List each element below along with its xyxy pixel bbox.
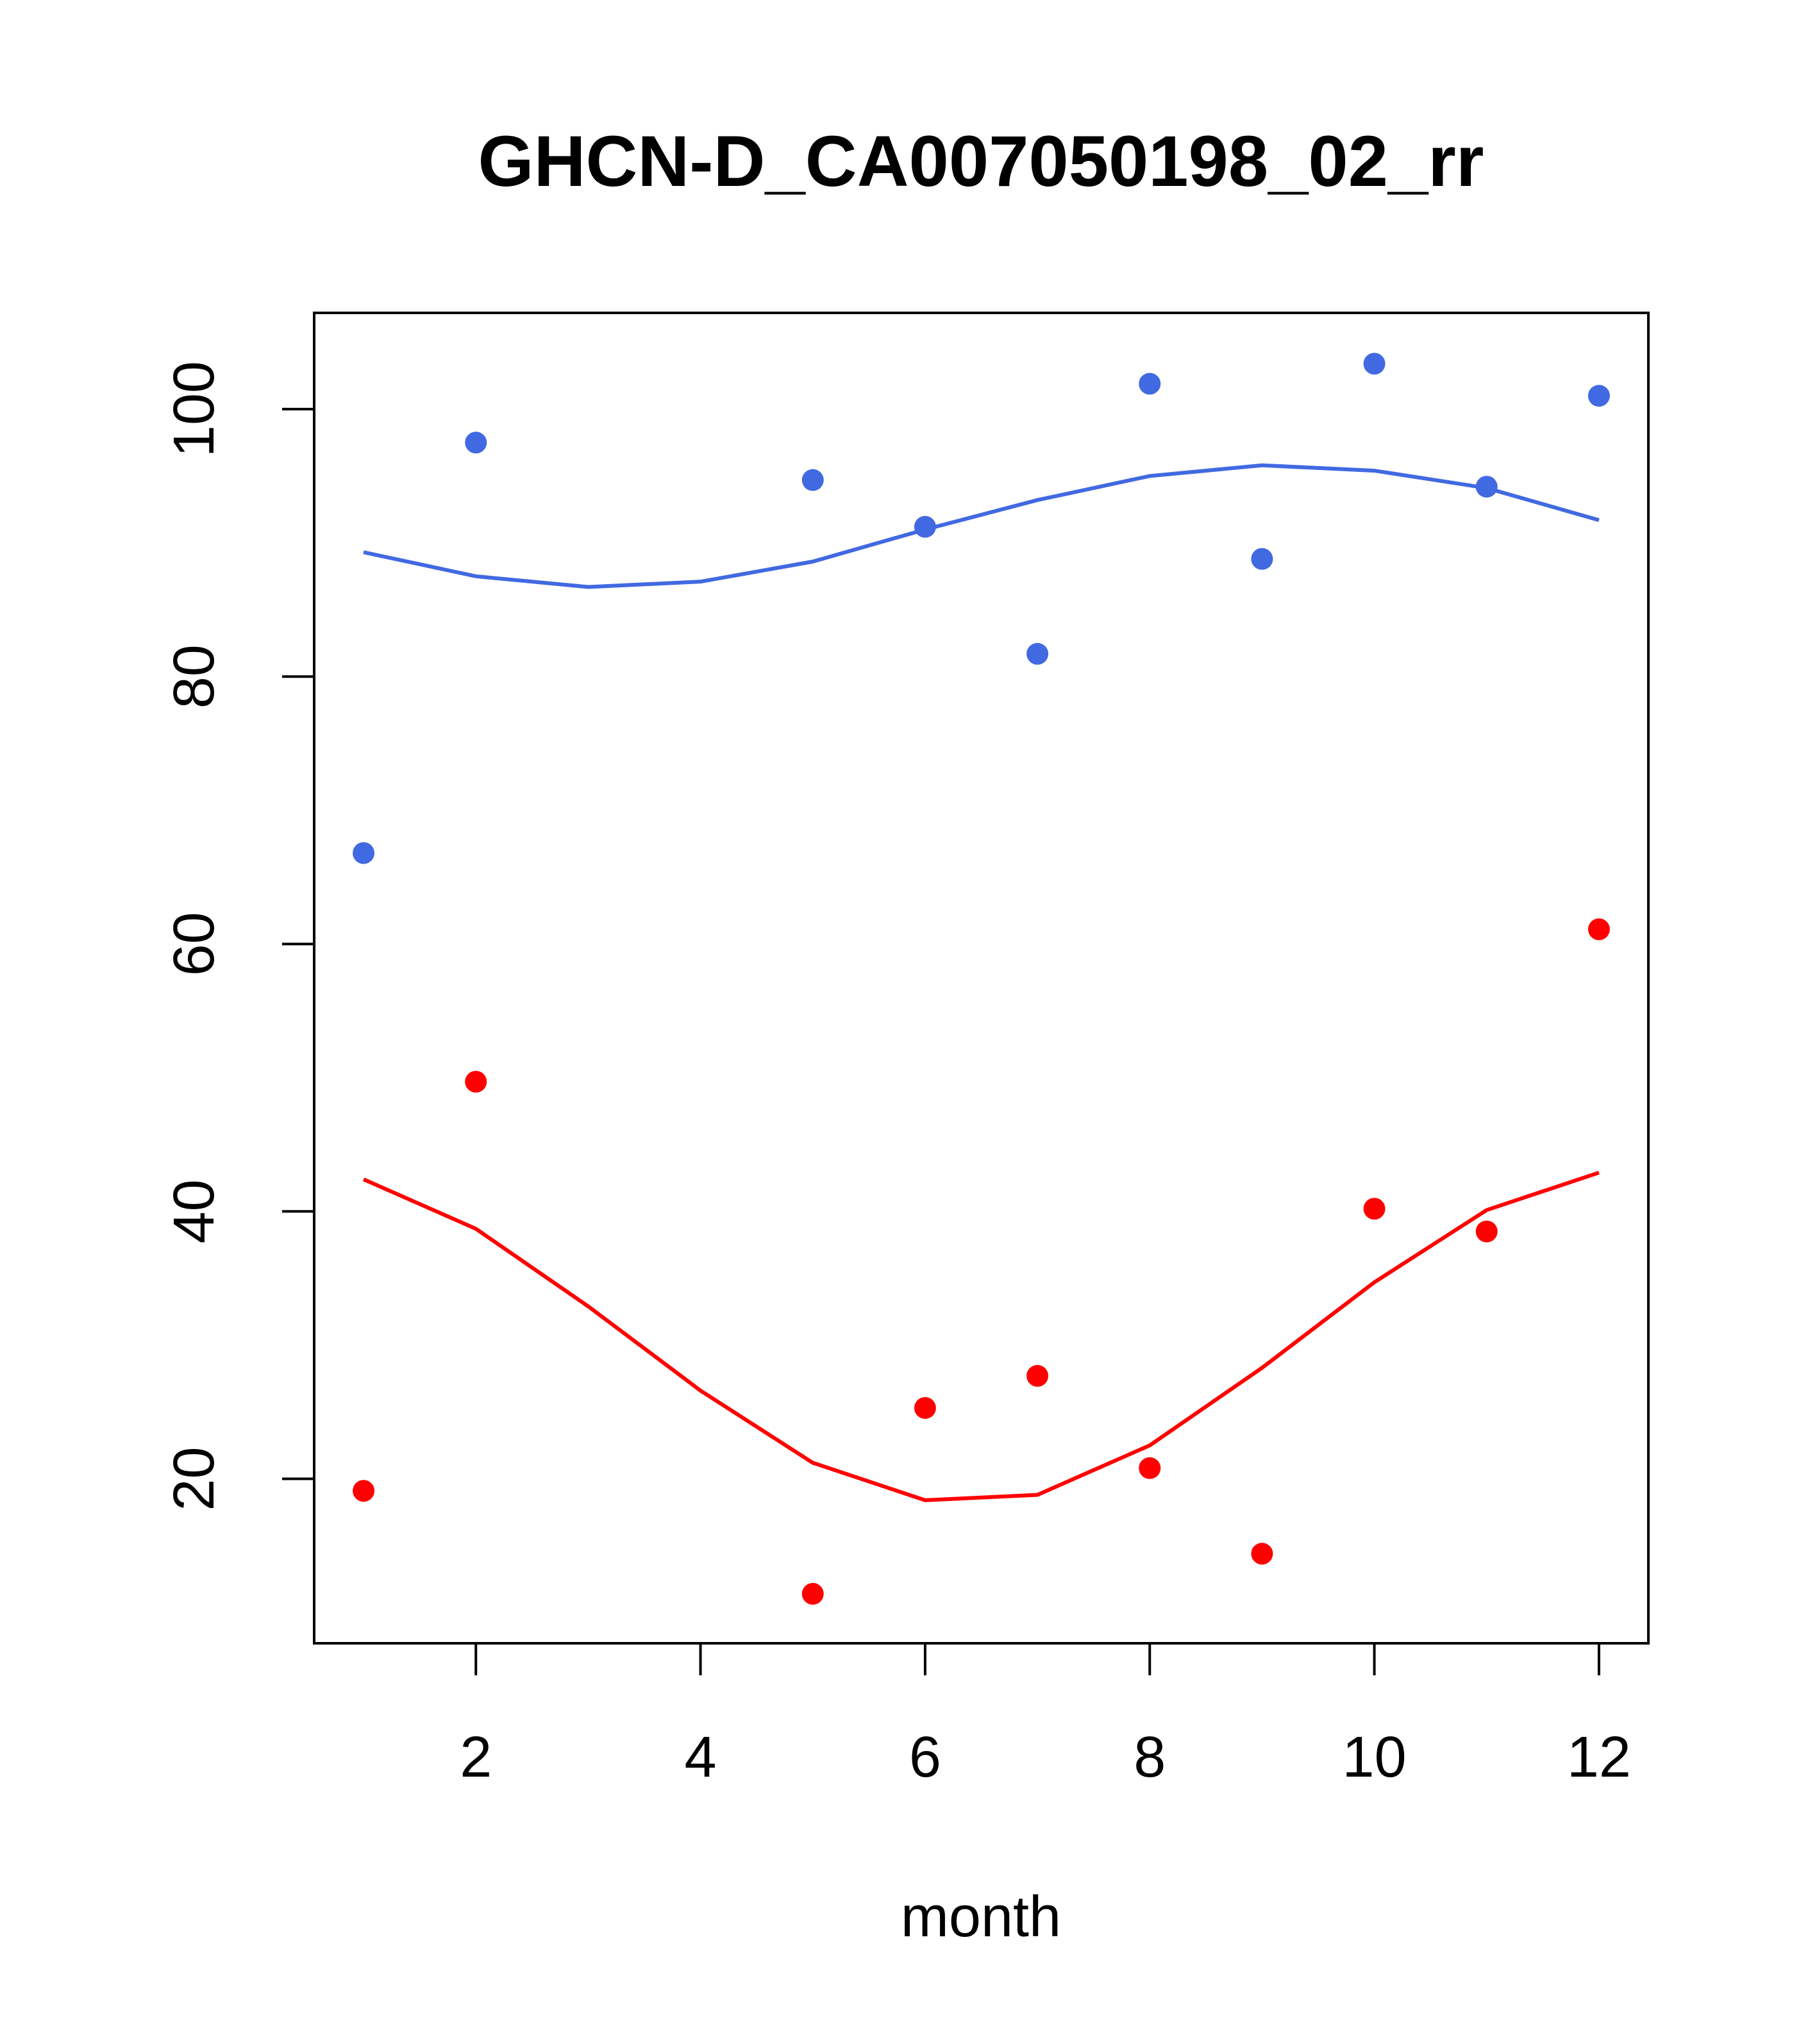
red-points-point <box>914 1396 936 1419</box>
x-tick-label: 6 <box>909 1725 941 1789</box>
blue-fit-line <box>363 463 1600 589</box>
y-tick-label: 20 <box>162 1446 226 1511</box>
red-points-point <box>1475 1220 1498 1243</box>
blue-points-point <box>353 842 375 864</box>
blue-points-point <box>465 431 487 454</box>
x-axis-label: month <box>901 1885 1061 1949</box>
blue-points-point <box>1363 353 1386 375</box>
y-tick-label: 80 <box>162 644 226 708</box>
red-points-point <box>1363 1198 1386 1220</box>
x-tick-label: 10 <box>1343 1725 1407 1789</box>
x-axis: 2 4 6 8 10 12 <box>460 1643 1631 1789</box>
blue-points-point <box>1139 373 1161 395</box>
series-layer <box>353 353 1610 1605</box>
red-fit-line <box>362 1171 1600 1502</box>
red-points-point <box>1026 1364 1049 1387</box>
red-points-point <box>465 1071 487 1093</box>
blue-points-point <box>1026 642 1049 665</box>
x-tick-label: 4 <box>685 1725 717 1789</box>
x-tick-label: 8 <box>1134 1725 1166 1789</box>
blue-points-point <box>801 469 824 491</box>
plot-frame <box>313 312 1650 1645</box>
chart-title: GHCN-D_CA007050198_02_rr <box>478 121 1484 201</box>
red-points-point <box>1587 918 1610 941</box>
blue-points-point <box>1587 385 1610 407</box>
x-tick-label: 12 <box>1567 1725 1631 1789</box>
y-tick-label: 40 <box>162 1179 226 1243</box>
y-tick-label: 60 <box>162 912 226 976</box>
red-points-point <box>1251 1543 1273 1565</box>
y-axis: 20 40 60 80 100 <box>162 361 314 1511</box>
red-points-point <box>1139 1457 1161 1479</box>
red-points-point <box>801 1582 824 1605</box>
y-tick-label: 100 <box>162 361 226 457</box>
x-tick-label: 2 <box>460 1725 492 1789</box>
blue-points-point <box>1251 548 1273 570</box>
red-points-point <box>353 1480 375 1502</box>
